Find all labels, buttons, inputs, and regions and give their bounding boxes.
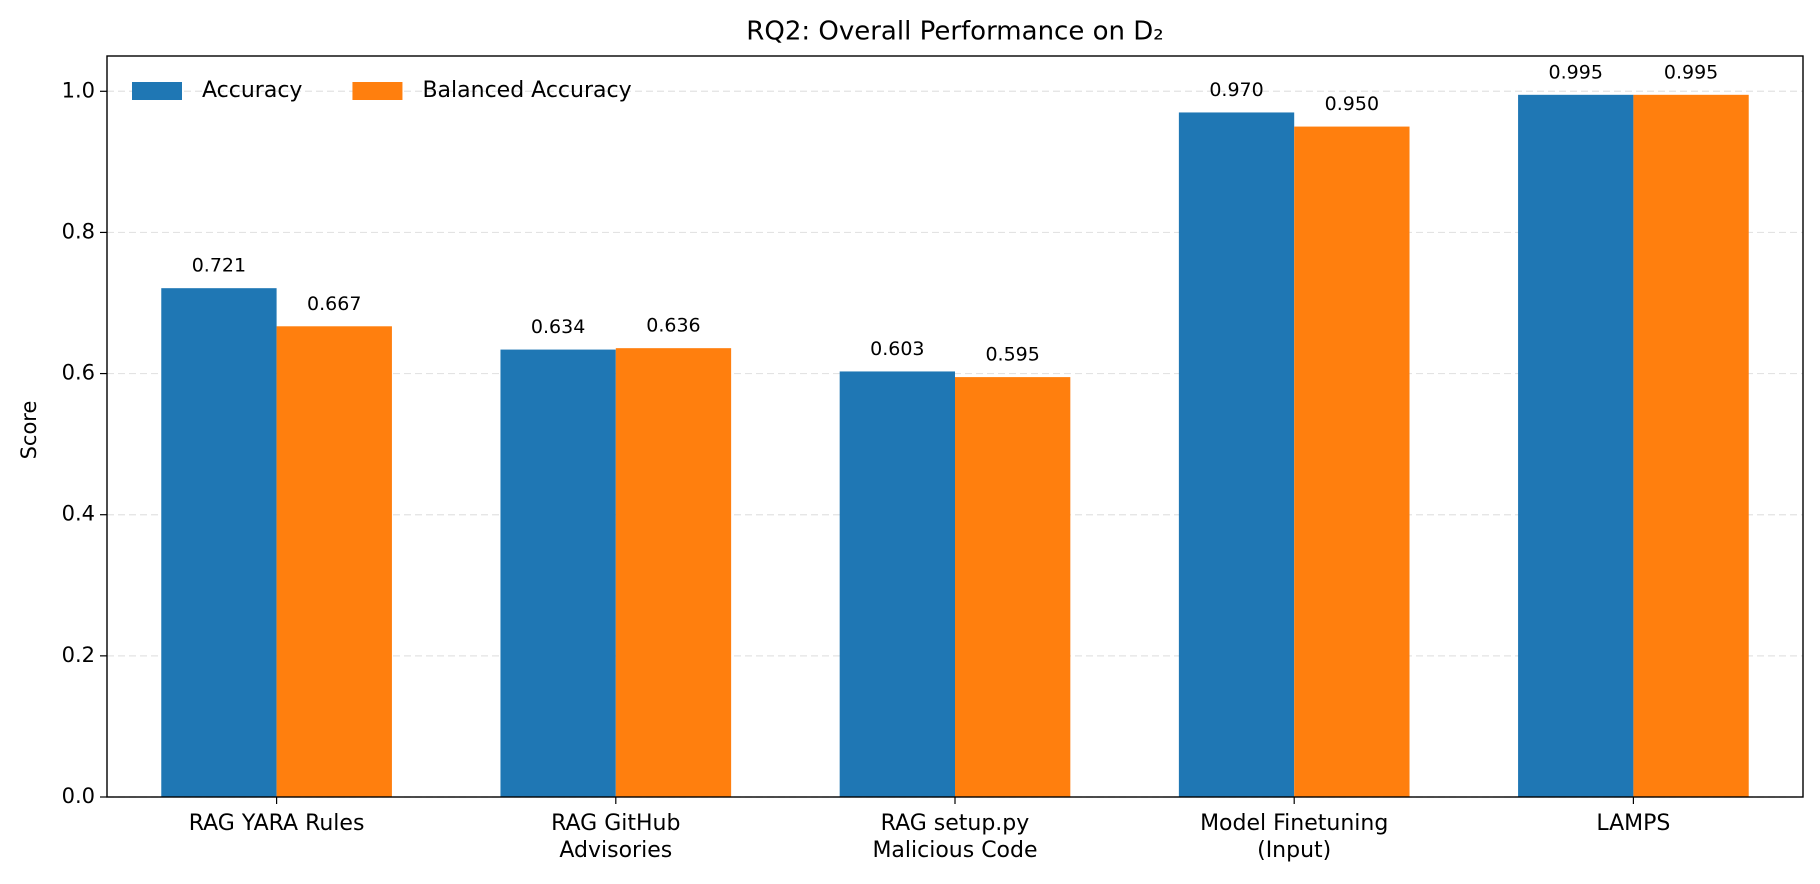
value-label: 0.950 [1325, 93, 1379, 115]
x-tick-label: RAG YARA Rules [188, 811, 365, 836]
bar [1633, 94, 1749, 798]
bar [500, 349, 616, 797]
y-tick-label: 0.4 [62, 502, 95, 526]
bar [1294, 126, 1410, 798]
bar [839, 371, 955, 797]
value-label: 0.595 [985, 344, 1039, 366]
x-tick-label: LAMPS [1596, 811, 1671, 836]
y-tick-label: 0.8 [62, 219, 95, 243]
value-label: 0.667 [307, 293, 361, 315]
legend-swatch [352, 82, 403, 100]
bar [1178, 112, 1295, 797]
value-label: 0.721 [192, 255, 246, 277]
value-label: 0.634 [531, 316, 585, 338]
bar [161, 288, 277, 797]
legend-label: Accuracy [202, 78, 302, 103]
bar [955, 377, 1071, 797]
y-tick-label: 0.2 [62, 643, 95, 667]
value-label: 0.995 [1664, 61, 1718, 83]
chart-title: RQ2: Overall Performance on D₂ [746, 17, 1163, 47]
value-label: 0.995 [1549, 61, 1603, 83]
y-axis-label: Score [17, 401, 41, 460]
x-tick-label: Model Finetuning (Input) [1200, 811, 1389, 863]
x-tick-label: RAG GitHub Advisories [551, 811, 681, 863]
y-tick-label: 0.0 [62, 784, 95, 808]
legend-label: Balanced Accuracy [422, 78, 631, 103]
value-label: 0.603 [870, 338, 924, 360]
y-tick-label: 0.6 [62, 361, 95, 385]
plot-frame [106, 55, 1804, 798]
bar [615, 348, 732, 797]
value-label: 0.970 [1209, 79, 1263, 101]
value-label: 0.636 [646, 315, 700, 337]
legend-swatch [132, 82, 182, 100]
x-tick-label: RAG setup.py Malicious Code [872, 811, 1038, 863]
bar [1518, 94, 1634, 798]
bar [276, 326, 392, 797]
y-tick-label: 1.0 [62, 78, 95, 102]
